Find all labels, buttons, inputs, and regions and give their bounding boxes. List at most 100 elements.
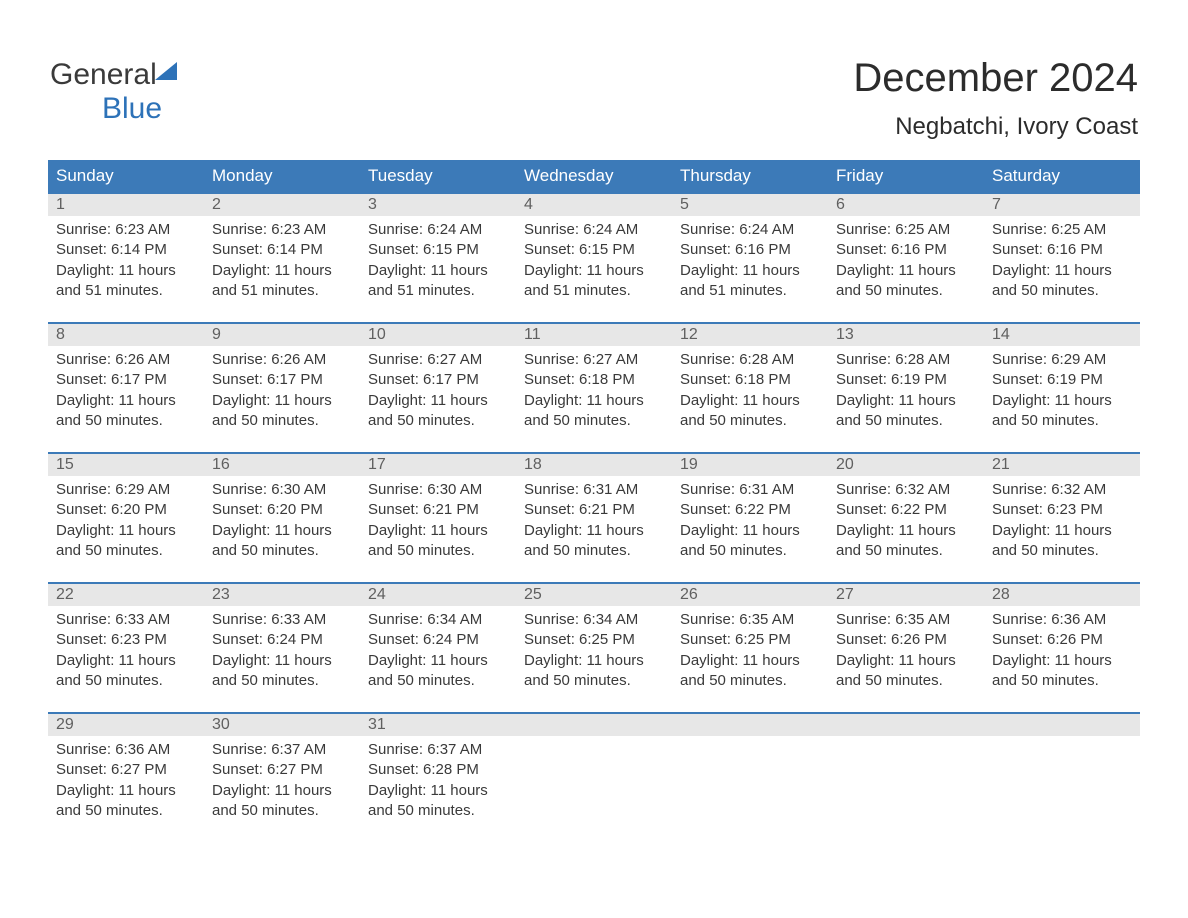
day-body: Sunrise: 6:30 AMSunset: 6:20 PMDaylight:…	[204, 476, 360, 561]
day-ss: Sunset: 6:27 PM	[212, 760, 352, 780]
day-body: Sunrise: 6:24 AMSunset: 6:16 PMDaylight:…	[672, 216, 828, 301]
day-ss: Sunset: 6:21 PM	[524, 500, 664, 520]
day-body: Sunrise: 6:27 AMSunset: 6:18 PMDaylight:…	[516, 346, 672, 431]
day-sr: Sunrise: 6:31 AM	[524, 480, 664, 500]
day-d2: and 51 minutes.	[368, 281, 508, 301]
day-cell: 25Sunrise: 6:34 AMSunset: 6:25 PMDayligh…	[516, 584, 672, 712]
weekday-header: Tuesday	[360, 160, 516, 192]
day-d1: Daylight: 11 hours	[680, 261, 820, 281]
day-number: 30	[204, 714, 360, 736]
day-sr: Sunrise: 6:29 AM	[56, 480, 196, 500]
day-d2: and 50 minutes.	[56, 801, 196, 821]
day-cell: 21Sunrise: 6:32 AMSunset: 6:23 PMDayligh…	[984, 454, 1140, 582]
day-body: Sunrise: 6:29 AMSunset: 6:19 PMDaylight:…	[984, 346, 1140, 431]
day-number	[672, 714, 828, 736]
day-d1: Daylight: 11 hours	[212, 781, 352, 801]
day-d1: Daylight: 11 hours	[992, 261, 1132, 281]
weekday-header: Saturday	[984, 160, 1140, 192]
day-number: 4	[516, 194, 672, 216]
day-ss: Sunset: 6:17 PM	[56, 370, 196, 390]
day-body: Sunrise: 6:36 AMSunset: 6:26 PMDaylight:…	[984, 606, 1140, 691]
day-d1: Daylight: 11 hours	[368, 781, 508, 801]
day-number: 27	[828, 584, 984, 606]
day-cell	[672, 714, 828, 842]
day-sr: Sunrise: 6:30 AM	[368, 480, 508, 500]
day-ss: Sunset: 6:24 PM	[212, 630, 352, 650]
day-body: Sunrise: 6:24 AMSunset: 6:15 PMDaylight:…	[516, 216, 672, 301]
day-sr: Sunrise: 6:34 AM	[524, 610, 664, 630]
day-number: 25	[516, 584, 672, 606]
day-cell: 24Sunrise: 6:34 AMSunset: 6:24 PMDayligh…	[360, 584, 516, 712]
day-sr: Sunrise: 6:36 AM	[56, 740, 196, 760]
day-d1: Daylight: 11 hours	[368, 651, 508, 671]
day-number: 15	[48, 454, 204, 476]
day-d2: and 50 minutes.	[212, 801, 352, 821]
day-d2: and 50 minutes.	[836, 671, 976, 691]
day-body: Sunrise: 6:31 AMSunset: 6:21 PMDaylight:…	[516, 476, 672, 561]
week-row: 1Sunrise: 6:23 AMSunset: 6:14 PMDaylight…	[48, 192, 1140, 322]
day-sr: Sunrise: 6:29 AM	[992, 350, 1132, 370]
day-ss: Sunset: 6:23 PM	[992, 500, 1132, 520]
day-d1: Daylight: 11 hours	[368, 521, 508, 541]
weekday-header: Thursday	[672, 160, 828, 192]
day-d1: Daylight: 11 hours	[56, 521, 196, 541]
weekday-header: Wednesday	[516, 160, 672, 192]
day-d2: and 50 minutes.	[992, 411, 1132, 431]
day-ss: Sunset: 6:22 PM	[680, 500, 820, 520]
day-sr: Sunrise: 6:32 AM	[836, 480, 976, 500]
day-number: 1	[48, 194, 204, 216]
day-d2: and 50 minutes.	[836, 411, 976, 431]
day-d2: and 50 minutes.	[56, 541, 196, 561]
day-ss: Sunset: 6:21 PM	[368, 500, 508, 520]
month-title: December 2024	[853, 56, 1138, 101]
day-body: Sunrise: 6:27 AMSunset: 6:17 PMDaylight:…	[360, 346, 516, 431]
day-d2: and 50 minutes.	[524, 671, 664, 691]
day-sr: Sunrise: 6:25 AM	[992, 220, 1132, 240]
weekday-header: Monday	[204, 160, 360, 192]
day-cell: 10Sunrise: 6:27 AMSunset: 6:17 PMDayligh…	[360, 324, 516, 452]
day-d2: and 50 minutes.	[836, 541, 976, 561]
day-ss: Sunset: 6:17 PM	[368, 370, 508, 390]
day-d1: Daylight: 11 hours	[680, 521, 820, 541]
day-body: Sunrise: 6:25 AMSunset: 6:16 PMDaylight:…	[828, 216, 984, 301]
day-cell: 4Sunrise: 6:24 AMSunset: 6:15 PMDaylight…	[516, 194, 672, 322]
day-sr: Sunrise: 6:28 AM	[836, 350, 976, 370]
day-ss: Sunset: 6:16 PM	[680, 240, 820, 260]
day-cell: 16Sunrise: 6:30 AMSunset: 6:20 PMDayligh…	[204, 454, 360, 582]
day-cell: 5Sunrise: 6:24 AMSunset: 6:16 PMDaylight…	[672, 194, 828, 322]
day-sr: Sunrise: 6:25 AM	[836, 220, 976, 240]
weekday-header-row: SundayMondayTuesdayWednesdayThursdayFrid…	[48, 160, 1140, 192]
day-cell	[984, 714, 1140, 842]
day-d1: Daylight: 11 hours	[56, 391, 196, 411]
day-d1: Daylight: 11 hours	[836, 261, 976, 281]
day-cell: 28Sunrise: 6:36 AMSunset: 6:26 PMDayligh…	[984, 584, 1140, 712]
day-d1: Daylight: 11 hours	[56, 651, 196, 671]
day-d2: and 50 minutes.	[524, 541, 664, 561]
day-ss: Sunset: 6:15 PM	[368, 240, 508, 260]
day-number: 12	[672, 324, 828, 346]
day-cell: 30 Sunrise: 6:37 AMSunset: 6:27 PMDayligh…	[204, 714, 360, 842]
day-cell: 9Sunrise: 6:26 AMSunset: 6:17 PMDaylight…	[204, 324, 360, 452]
day-cell: 7Sunrise: 6:25 AMSunset: 6:16 PMDaylight…	[984, 194, 1140, 322]
logo: General Blue	[50, 58, 177, 126]
day-ss: Sunset: 6:18 PM	[524, 370, 664, 390]
day-cell: 31Sunrise: 6:37 AMSunset: 6:28 PMDayligh…	[360, 714, 516, 842]
day-d1: Daylight: 11 hours	[368, 261, 508, 281]
day-number: 16	[204, 454, 360, 476]
day-body: Sunrise: 6:37 AMSunset: 6:28 PMDaylight:…	[360, 736, 516, 821]
logo-word2: Blue	[102, 92, 162, 125]
day-d1: Daylight: 11 hours	[836, 651, 976, 671]
day-sr: Sunrise: 6:37 AM	[212, 740, 352, 760]
day-number: 9	[204, 324, 360, 346]
day-d2: and 50 minutes.	[368, 411, 508, 431]
day-d1: Daylight: 11 hours	[680, 391, 820, 411]
day-number: 29	[48, 714, 204, 736]
day-ss: Sunset: 6:25 PM	[524, 630, 664, 650]
day-number	[984, 714, 1140, 736]
day-cell: 18Sunrise: 6:31 AMSunset: 6:21 PMDayligh…	[516, 454, 672, 582]
day-number: 26	[672, 584, 828, 606]
day-ss: Sunset: 6:27 PM	[56, 760, 196, 780]
day-d2: and 50 minutes.	[680, 541, 820, 561]
day-body: Sunrise: 6:32 AMSunset: 6:22 PMDaylight:…	[828, 476, 984, 561]
day-d1: Daylight: 11 hours	[836, 391, 976, 411]
